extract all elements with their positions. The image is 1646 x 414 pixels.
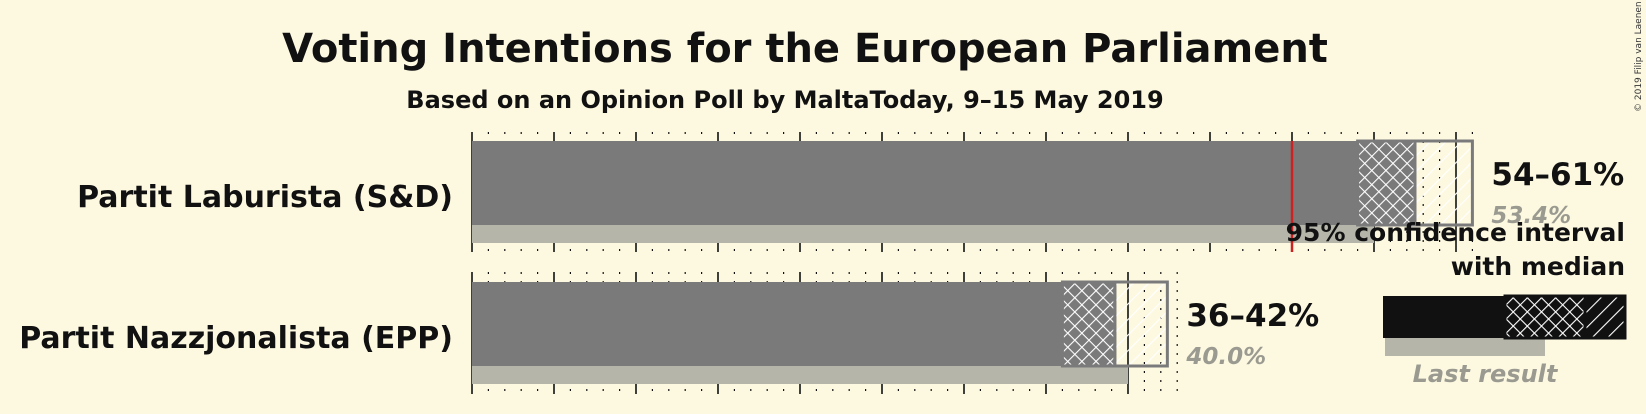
legend-ci-diag-swatch xyxy=(1583,294,1627,340)
bar-1 xyxy=(472,282,1063,366)
chart-subtitle: Based on an Opinion Poll by MaltaToday, … xyxy=(406,86,1163,114)
category-label-0: Partit Laburista (S&D) xyxy=(77,180,453,215)
ci-upper-0 xyxy=(1413,139,1474,227)
chart-title: Voting Intentions for the European Parli… xyxy=(282,26,1328,72)
ci-upper-1 xyxy=(1113,280,1169,368)
last-result-label-1: 40.0% xyxy=(1185,344,1266,370)
bars: 54–61% 53.4% 36–42% 40.0% xyxy=(472,139,1624,384)
range-label-0: 54–61% xyxy=(1491,157,1624,193)
legend-median-label: with median xyxy=(1451,252,1625,281)
last-result-bar-1 xyxy=(472,366,1128,384)
ci-lower-1 xyxy=(1060,280,1117,368)
ci-lower-0 xyxy=(1356,139,1417,227)
category-label-1: Partit Nazzjonalista (EPP) xyxy=(19,321,453,356)
range-label-1: 36–42% xyxy=(1186,298,1319,334)
legend-last-result-swatch xyxy=(1385,338,1545,356)
legend-ci-label: 95% confidence interval xyxy=(1286,218,1625,247)
last-result-label-0: 53.4% xyxy=(1491,203,1571,229)
legend-ci-cross-swatch xyxy=(1503,294,1587,340)
last-result-bar-0 xyxy=(472,225,1374,243)
bar-0 xyxy=(472,141,1358,225)
copyright-text: © 2019 Filip van Laenen xyxy=(1634,1,1644,112)
legend-last-result-label: Last result xyxy=(1413,360,1559,388)
legend: 95% confidence interval with median Last… xyxy=(1286,218,1627,388)
legend-bar-swatch xyxy=(1383,296,1505,338)
